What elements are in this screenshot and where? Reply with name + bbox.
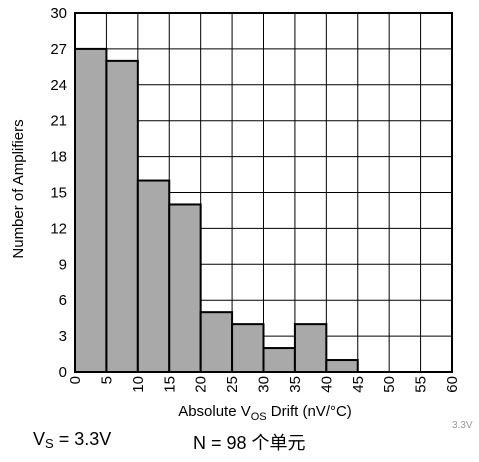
y-tick-label-0: 0 (59, 364, 67, 381)
bar-40-45 (325, 359, 359, 373)
y-tick-label-1: 3 (59, 328, 67, 345)
x-tick-labels: 0 5 10 15 20 25 30 35 40 45 50 55 60 (67, 376, 461, 393)
y-tick-label-6: 18 (50, 149, 67, 166)
y-axis-label: Number of Amplifiers (10, 119, 27, 258)
y-tick-label-5: 15 (50, 185, 67, 202)
y-tick-label-9: 27 (50, 41, 67, 58)
caption-sample-count: N = 98 个单元 (193, 433, 306, 453)
x-tick-label-12: 60 (444, 376, 461, 393)
x-tick-label-11: 55 (413, 376, 430, 393)
x-axis-label: Absolute VOS Drift (nV/°C) (178, 403, 352, 423)
y-tick-label-3: 9 (59, 256, 67, 273)
caption-vs: VS = 3.3V (33, 429, 111, 451)
y-tick-label-7: 21 (50, 113, 67, 130)
bar-30-35 (262, 347, 296, 374)
y-tick-label-2: 6 (59, 292, 67, 309)
bar-25-30 (231, 323, 265, 373)
x-tick-label-7: 35 (287, 376, 304, 393)
caption-vs-sub: S (45, 436, 54, 451)
x-tick-label-4: 20 (193, 376, 210, 393)
x-tick-label-8: 40 (318, 376, 335, 393)
x-tick-label-9: 45 (350, 376, 367, 393)
x-axis-label-post: Drift (nV/°C) (267, 403, 352, 420)
x-tick-label-5: 25 (224, 376, 241, 393)
y-tick-label-4: 12 (50, 220, 67, 237)
bars (74, 47, 359, 374)
y-tick-label-10: 30 (50, 5, 67, 22)
x-tick-label-2: 10 (130, 376, 147, 393)
bar-5-10 (105, 59, 139, 373)
caption-vs-value: = 3.3V (53, 429, 112, 449)
x-tick-label-10: 50 (381, 376, 398, 393)
x-tick-label-0: 0 (67, 376, 84, 384)
watermark-label: 3.3V (452, 420, 473, 431)
bar-0-5 (74, 47, 108, 374)
y-tick-labels: 0 3 6 9 12 15 18 21 24 27 30 (50, 5, 67, 381)
bar-15-20 (168, 203, 202, 373)
y-tick-label-8: 24 (50, 77, 67, 94)
x-axis-label-pre: Absolute V (178, 403, 251, 420)
x-tick-label-1: 5 (98, 376, 115, 384)
bar-20-25 (199, 311, 234, 373)
x-tick-label-6: 30 (256, 376, 273, 393)
caption-vs-main: V (33, 429, 46, 449)
bar-35-40 (293, 323, 328, 373)
x-tick-label-3: 15 (161, 376, 178, 393)
x-axis-label-sub: OS (251, 411, 267, 423)
bar-10-15 (136, 179, 171, 373)
plot-frame (74, 12, 453, 373)
